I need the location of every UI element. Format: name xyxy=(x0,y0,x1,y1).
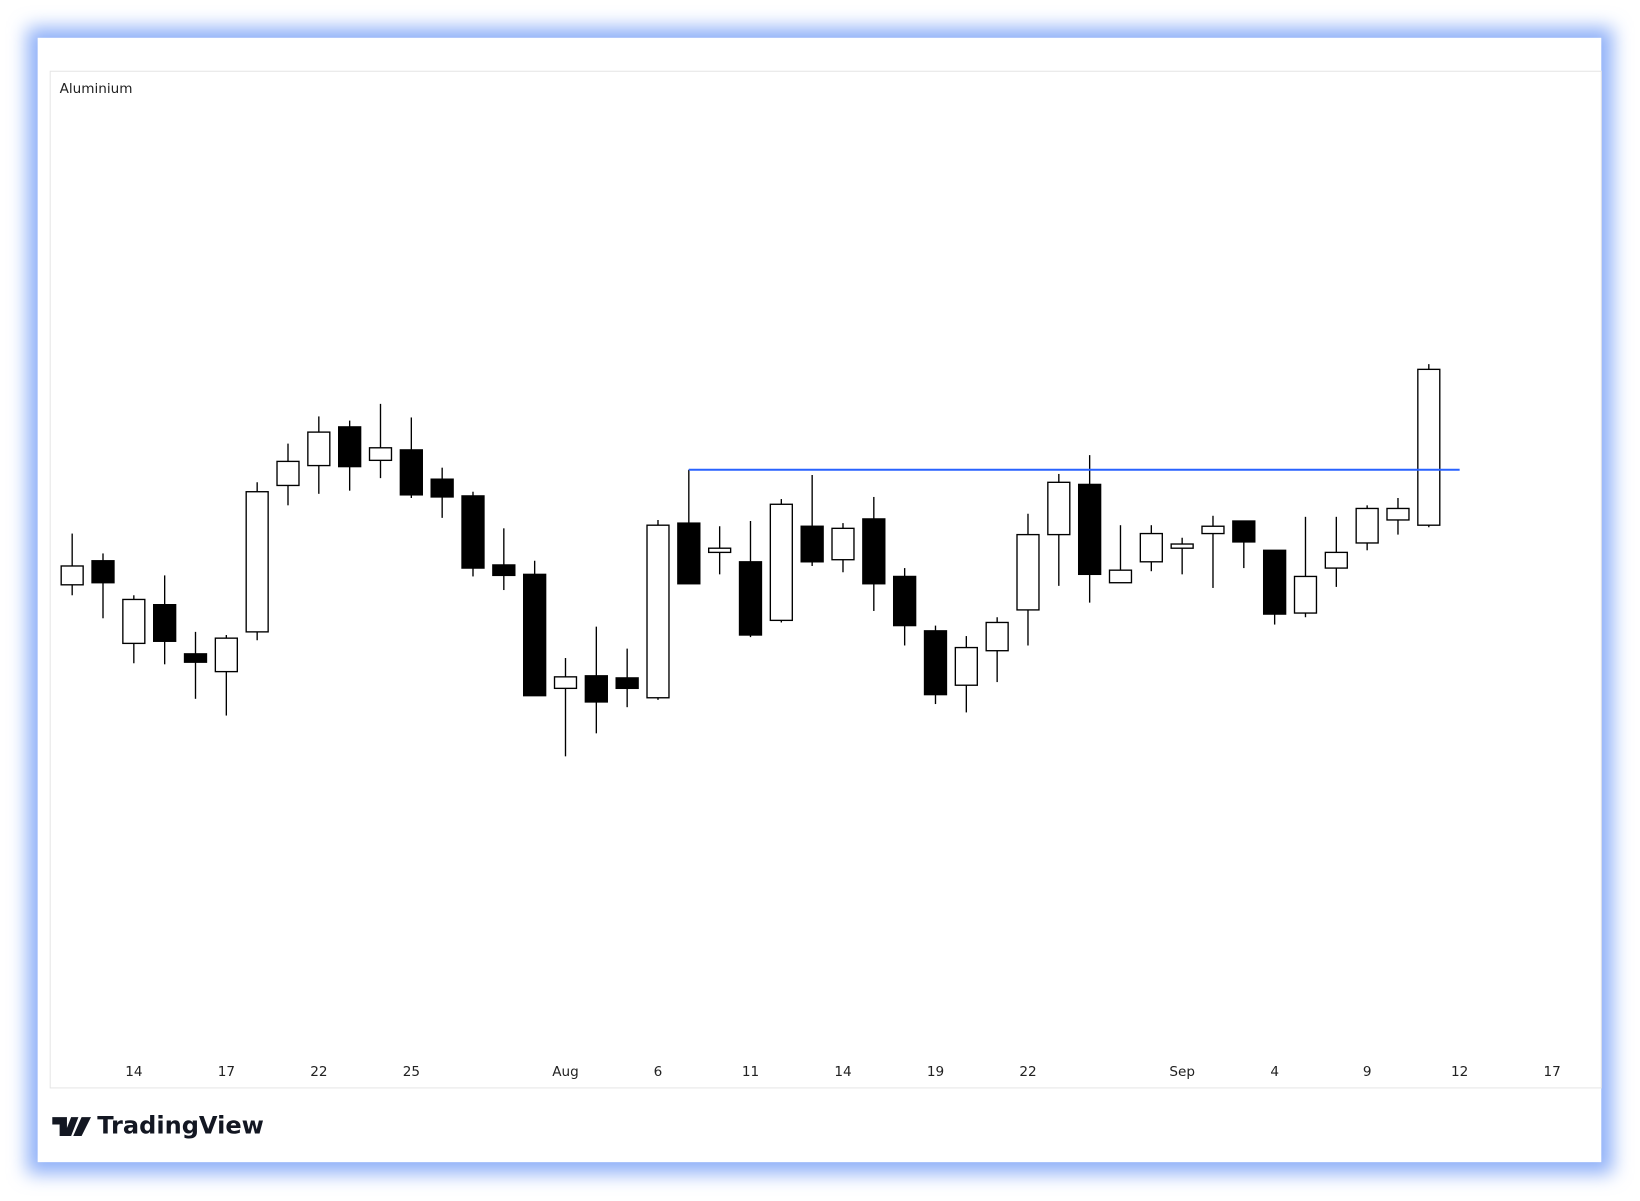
candle-body xyxy=(430,478,454,498)
candle-body xyxy=(1324,551,1348,569)
candle-body xyxy=(1170,543,1194,549)
candle-body xyxy=(122,598,146,645)
candle-body xyxy=(677,522,701,585)
candle-body xyxy=(1262,549,1287,615)
candle-body xyxy=(1047,481,1071,536)
chart-border xyxy=(49,70,1602,1089)
x-tick-label: 9 xyxy=(1363,1064,1372,1080)
x-tick-label: 19 xyxy=(927,1064,944,1080)
candle-body xyxy=(615,677,639,690)
candle-body xyxy=(985,621,1009,652)
candle-body xyxy=(1417,368,1441,526)
brand: TradingView xyxy=(97,1112,264,1140)
x-tick-label: 11 xyxy=(742,1064,759,1080)
panel xyxy=(37,37,1602,1163)
candle-body xyxy=(338,426,362,468)
x-tick-label: 17 xyxy=(1544,1064,1561,1080)
candle-body xyxy=(1108,569,1133,584)
candle-body xyxy=(60,565,84,586)
candle-body xyxy=(738,561,763,636)
logo: TradingView xyxy=(52,1112,264,1140)
candle-body xyxy=(646,524,670,699)
candle-body xyxy=(368,447,393,462)
candle-body xyxy=(1232,520,1256,543)
x-tick-label: 22 xyxy=(1019,1064,1036,1080)
candle-body xyxy=(769,503,793,622)
candle-body xyxy=(1077,483,1102,576)
x-tick-label: 22 xyxy=(310,1064,327,1080)
x-tick-label: 14 xyxy=(834,1064,851,1080)
candle-body xyxy=(1355,507,1379,544)
candle-body xyxy=(584,675,608,703)
candle-body xyxy=(245,491,269,633)
chart-title: Aluminium xyxy=(60,81,133,97)
x-tick-label: 17 xyxy=(218,1064,235,1080)
candle-body xyxy=(800,525,824,563)
candle-body xyxy=(1016,533,1040,611)
candle-body xyxy=(276,460,300,487)
candle-body xyxy=(1201,525,1225,535)
x-tick-label: 4 xyxy=(1270,1064,1279,1080)
candle-body xyxy=(461,495,485,569)
candle-body xyxy=(522,573,547,697)
x-tick-label: 12 xyxy=(1451,1064,1468,1080)
x-tick-label: Aug xyxy=(552,1064,579,1080)
candle-body xyxy=(831,527,855,561)
candle-body xyxy=(707,547,732,554)
candle-body xyxy=(214,637,238,673)
candle-body xyxy=(1293,575,1318,614)
candle-body xyxy=(892,575,917,627)
logo-mark xyxy=(52,1117,91,1137)
candle-body xyxy=(492,564,516,577)
candle-body xyxy=(553,676,578,690)
candle-body xyxy=(954,646,978,686)
x-tick-label: 14 xyxy=(125,1064,142,1080)
candle-body xyxy=(153,604,177,642)
candle-body xyxy=(923,630,948,696)
candle-body xyxy=(183,653,208,663)
candle-body xyxy=(91,560,115,584)
candle-body xyxy=(862,518,886,585)
candle-body xyxy=(1386,507,1410,521)
candle-body xyxy=(307,431,331,467)
x-tick-label: 25 xyxy=(403,1064,420,1080)
x-tick-label: Sep xyxy=(1169,1064,1195,1080)
candle-body xyxy=(1139,532,1163,563)
candle-body xyxy=(399,449,423,496)
x-tick-label: 6 xyxy=(654,1064,663,1080)
